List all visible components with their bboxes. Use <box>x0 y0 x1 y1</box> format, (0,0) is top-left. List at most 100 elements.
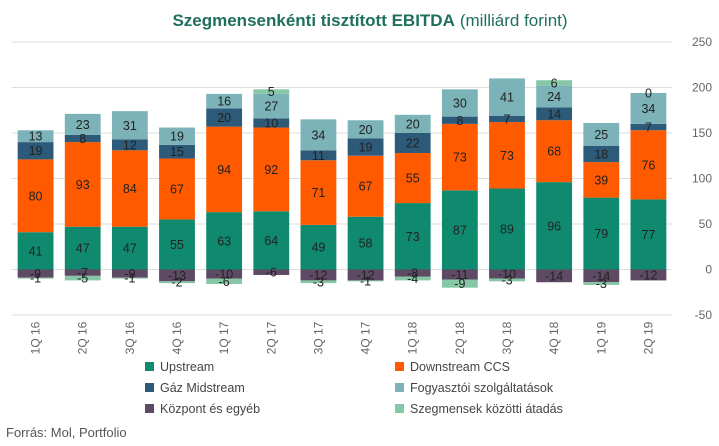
bar-segment <box>489 188 525 270</box>
bar-segment <box>253 93 290 119</box>
data-label: 67 <box>170 182 184 196</box>
data-label: 96 <box>547 219 561 233</box>
bar-segment <box>489 278 525 282</box>
data-label: 64 <box>264 234 278 248</box>
data-label: 31 <box>123 119 137 133</box>
legend-label: Gáz Midstream <box>160 381 245 395</box>
bar-segment <box>441 279 478 288</box>
data-label: 68 <box>547 145 561 159</box>
data-label: 39 <box>594 173 608 187</box>
bar-segment <box>206 278 243 285</box>
y-tick-label: 150 <box>692 126 712 140</box>
bar-segment <box>64 226 101 270</box>
bar-segment <box>206 269 243 279</box>
chart-title: Szegmensenkénti tisztított EBITDA (milliá… <box>172 11 567 30</box>
bar-segment <box>583 162 620 198</box>
bar-segment <box>489 115 525 123</box>
bar-segment <box>441 89 478 117</box>
x-tick-label: 3Q 18 <box>500 321 514 354</box>
data-label: 58 <box>359 237 373 251</box>
data-label: 24 <box>547 90 561 104</box>
bar-segment <box>253 269 290 275</box>
data-label: 22 <box>406 137 420 151</box>
data-label: 6 <box>551 76 558 90</box>
data-label: -3 <box>596 277 607 291</box>
data-label: 77 <box>641 228 655 242</box>
y-tick-label: 200 <box>692 81 712 95</box>
bar-segment <box>111 277 148 279</box>
bar-segment <box>394 269 431 277</box>
data-label: -3 <box>313 275 324 289</box>
data-label: -6 <box>219 275 230 289</box>
x-tick-label: 2Q 19 <box>641 321 655 354</box>
y-tick-label: 50 <box>699 217 713 231</box>
data-label: 20 <box>406 117 420 131</box>
data-label: -14 <box>545 269 563 283</box>
data-label: 92 <box>264 163 278 177</box>
bar-segment <box>630 92 667 124</box>
legend-swatch <box>145 383 154 392</box>
data-label: 19 <box>29 144 43 158</box>
data-label: 19 <box>359 141 373 155</box>
data-label: 94 <box>217 163 231 177</box>
data-label: 30 <box>453 96 467 110</box>
x-tick-label: 1Q 16 <box>29 321 43 354</box>
bar-segment <box>536 182 573 270</box>
bar-segment <box>17 159 54 233</box>
data-label: 19 <box>170 130 184 144</box>
bar-segment <box>206 126 243 213</box>
data-label: 84 <box>123 182 137 196</box>
bar-segment <box>583 269 620 283</box>
bar-segment <box>64 134 101 143</box>
data-label: -10 <box>215 268 233 282</box>
data-label: 0 <box>645 86 652 100</box>
legend-swatch <box>145 362 154 371</box>
legend-swatch <box>145 404 154 413</box>
bar-segment <box>347 269 384 281</box>
bar-segment <box>300 160 337 225</box>
data-label: -8 <box>407 267 418 281</box>
bar-segment <box>111 139 148 151</box>
data-labels: 41801913-9-14793823-7-547841231-9-155671… <box>29 76 658 291</box>
bar-segment <box>630 269 667 281</box>
bar-segment <box>630 123 667 131</box>
data-label: 34 <box>311 128 325 142</box>
data-label: 16 <box>217 95 231 109</box>
data-label: 8 <box>79 132 86 146</box>
data-label: 55 <box>170 238 184 252</box>
bar-segment <box>17 269 54 278</box>
bar-segment <box>441 190 478 270</box>
x-tick-label: 2Q 18 <box>453 321 467 354</box>
bar-segment <box>347 155 384 217</box>
data-label: -10 <box>498 268 516 282</box>
bar-segment <box>111 269 148 278</box>
data-label: -12 <box>309 268 327 282</box>
bar-segment <box>253 127 290 212</box>
data-label: 34 <box>641 102 655 116</box>
bar-segment <box>347 280 384 282</box>
bar-segment <box>64 142 101 227</box>
data-label: 20 <box>217 111 231 125</box>
data-label: 87 <box>453 223 467 237</box>
data-label: -13 <box>168 269 186 283</box>
chart-title-main: Szegmensenkénti tisztított EBITDA <box>172 11 454 30</box>
bar-segment <box>583 122 620 146</box>
bar-segment <box>253 89 290 94</box>
data-label: 7 <box>645 121 652 135</box>
bar-segment <box>347 138 384 156</box>
data-label: -6 <box>266 266 277 280</box>
data-label: -9 <box>124 267 135 281</box>
bars <box>17 78 667 288</box>
bar-segment <box>394 114 431 133</box>
data-label: 89 <box>500 223 514 237</box>
data-label: -4 <box>407 272 418 286</box>
bar-segment <box>17 130 54 143</box>
bar-segment <box>536 80 573 86</box>
data-label: 73 <box>406 230 420 244</box>
bar-segment <box>111 111 148 140</box>
bar-segment <box>206 93 243 109</box>
data-label: 93 <box>76 178 90 192</box>
legend-label: Szegmensek közötti átadás <box>410 402 563 416</box>
data-label: -1 <box>30 272 41 286</box>
bar-segment <box>394 133 431 154</box>
